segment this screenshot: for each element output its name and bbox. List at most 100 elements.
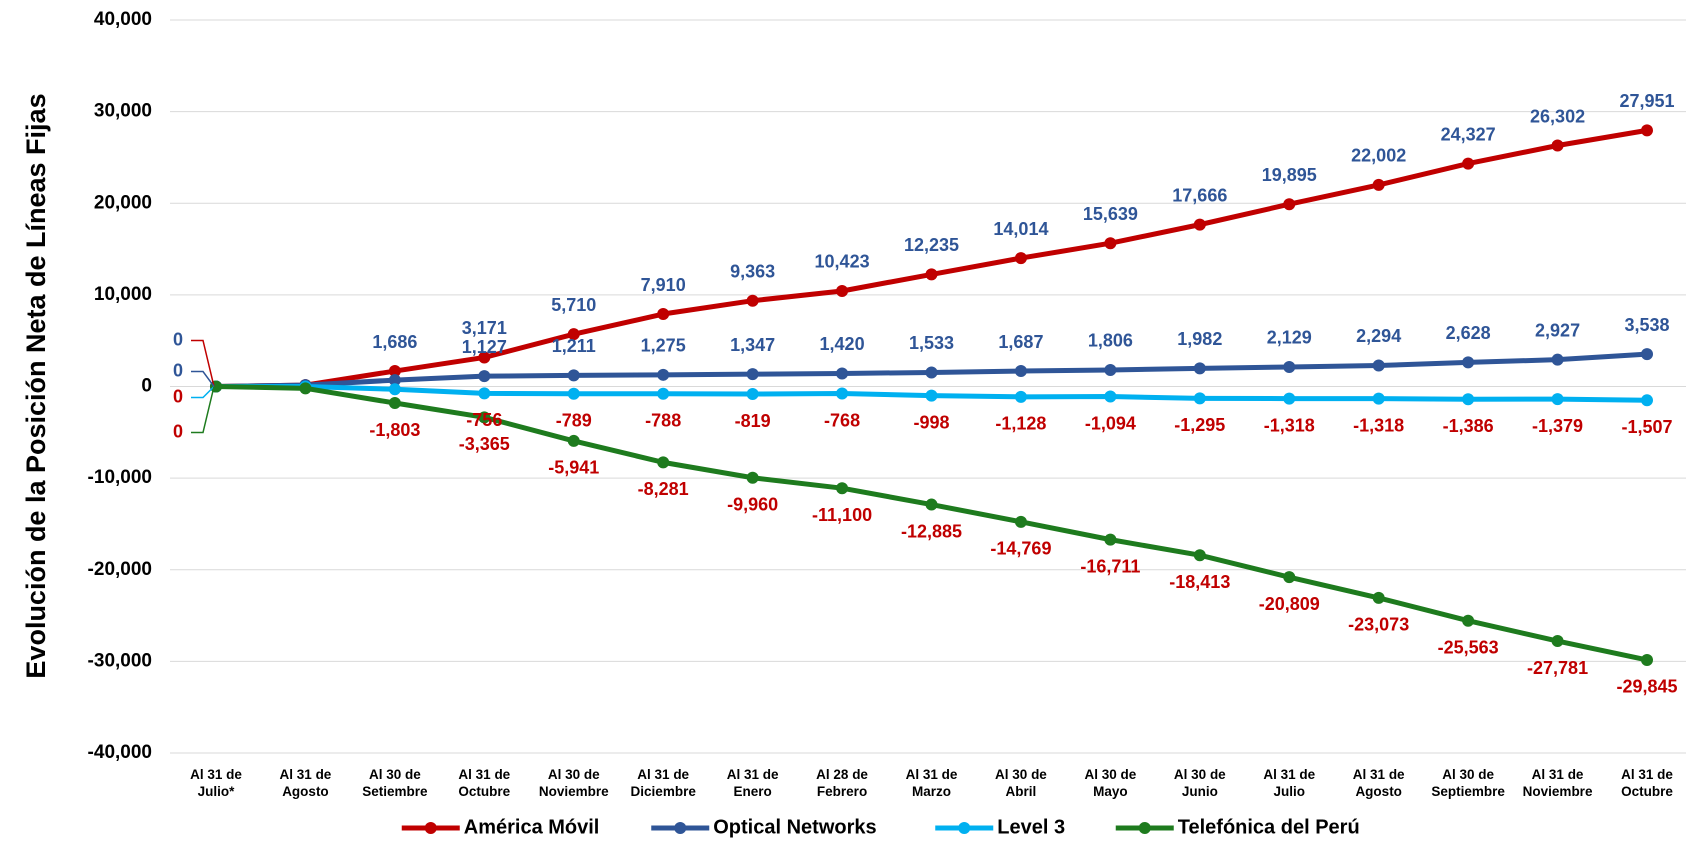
data-label: -3,365 xyxy=(459,434,510,454)
data-point xyxy=(1641,124,1653,137)
y-tick-label: -30,000 xyxy=(88,650,152,671)
data-point xyxy=(1462,356,1475,369)
data-label: -5,941 xyxy=(548,458,599,478)
data-point xyxy=(1014,515,1027,528)
data-point xyxy=(299,382,312,395)
x-tick-label: Al 31 de Marzo xyxy=(906,767,958,799)
data-point xyxy=(746,388,759,401)
data-point xyxy=(1283,392,1296,405)
data-point xyxy=(1462,614,1475,627)
data-label: 1,211 xyxy=(552,336,596,356)
data-point xyxy=(567,434,580,447)
leader-line xyxy=(191,385,215,399)
data-label: -756 xyxy=(466,410,502,430)
data-point xyxy=(1551,635,1564,648)
data-label: 27,951 xyxy=(1619,91,1674,111)
data-label: 1,533 xyxy=(909,333,954,353)
leader-line xyxy=(191,339,215,387)
data-point xyxy=(1372,359,1385,372)
data-label: -23,073 xyxy=(1348,615,1409,635)
data-point xyxy=(1641,394,1653,407)
data-point xyxy=(925,498,938,511)
data-point xyxy=(478,370,491,383)
data-label: 19,895 xyxy=(1262,165,1317,185)
data-point xyxy=(1104,390,1117,403)
data-label: -25,563 xyxy=(1438,637,1499,657)
y-axis-title: Evolución de la Posición Neta de Líneas … xyxy=(21,93,51,678)
data-point xyxy=(746,294,759,307)
x-tick-label: Al 31 de Octubre xyxy=(458,767,510,799)
data-label: -14,769 xyxy=(990,539,1051,559)
legend-marker xyxy=(674,822,687,834)
data-point xyxy=(478,351,491,364)
data-point xyxy=(1193,549,1206,562)
data-point xyxy=(1104,237,1117,250)
x-tick-label: Al 30 de Setiembre xyxy=(362,767,428,799)
data-label: 3,171 xyxy=(462,318,507,338)
x-tick-label: Al 28 de Febrero xyxy=(816,767,868,799)
data-label: 2,294 xyxy=(1356,326,1401,346)
data-point xyxy=(567,369,580,382)
y-tick-label: 10,000 xyxy=(94,284,152,305)
data-label: 7,910 xyxy=(641,275,686,295)
data-point xyxy=(657,387,670,400)
data-label: -819 xyxy=(735,411,771,431)
data-label: -998 xyxy=(913,412,949,432)
data-point xyxy=(746,368,759,381)
data-point xyxy=(1462,157,1475,170)
data-label: 2,628 xyxy=(1446,323,1491,343)
data-label: -1,318 xyxy=(1264,415,1315,435)
data-label: 0 xyxy=(173,421,183,441)
data-point xyxy=(388,365,401,378)
data-point xyxy=(1372,591,1385,604)
data-label: -8,281 xyxy=(638,479,689,499)
data-label: 22,002 xyxy=(1351,146,1406,166)
legend-marker xyxy=(424,822,437,834)
x-tick-label: Al 31 de Octubre xyxy=(1621,767,1673,799)
data-label: -9,960 xyxy=(727,495,778,515)
data-label: -789 xyxy=(556,410,592,430)
legend-label: América Móvil xyxy=(464,816,600,838)
data-label: 1,420 xyxy=(820,334,865,354)
data-label: 10,423 xyxy=(815,252,870,272)
data-point xyxy=(1551,139,1564,152)
y-tick-label: 40,000 xyxy=(94,9,152,30)
data-point xyxy=(567,328,580,341)
x-tick-label: Al 31 de Agosto xyxy=(280,767,332,799)
x-tick-label: Al 31 de Noviembre xyxy=(1523,767,1593,799)
data-point xyxy=(1641,653,1653,666)
legend-marker xyxy=(1138,822,1151,834)
data-point xyxy=(657,456,670,469)
data-label: -788 xyxy=(645,410,681,430)
data-label: -16,711 xyxy=(1080,556,1140,576)
y-tick-label: 20,000 xyxy=(94,192,152,213)
x-tick-label: Al 31 de Enero xyxy=(727,767,779,799)
data-point xyxy=(478,387,491,400)
leader-line xyxy=(191,370,215,387)
x-tick-label: Al 31 de Julio xyxy=(1263,767,1315,799)
data-label: -1,094 xyxy=(1085,413,1136,433)
data-point xyxy=(836,284,849,297)
data-point xyxy=(657,368,670,381)
data-label: -1,295 xyxy=(1174,415,1225,435)
data-label: -1,507 xyxy=(1621,417,1672,437)
data-label: -1,379 xyxy=(1532,416,1583,436)
data-label: 1,687 xyxy=(998,332,1043,352)
data-label: 1,686 xyxy=(372,332,417,352)
data-point xyxy=(925,268,938,281)
data-label: 24,327 xyxy=(1441,124,1496,144)
data-point xyxy=(836,367,849,380)
data-point xyxy=(1104,363,1117,376)
data-label: 1,982 xyxy=(1177,329,1222,349)
data-point xyxy=(836,482,849,495)
data-point xyxy=(925,389,938,402)
y-tick-label: -20,000 xyxy=(88,559,152,580)
data-point xyxy=(657,308,670,321)
data-point xyxy=(1014,252,1027,265)
data-point xyxy=(1014,365,1027,378)
data-label: 0 xyxy=(173,360,183,380)
data-label: 14,014 xyxy=(993,219,1048,239)
leader-line xyxy=(191,386,215,434)
data-point xyxy=(1551,353,1564,366)
